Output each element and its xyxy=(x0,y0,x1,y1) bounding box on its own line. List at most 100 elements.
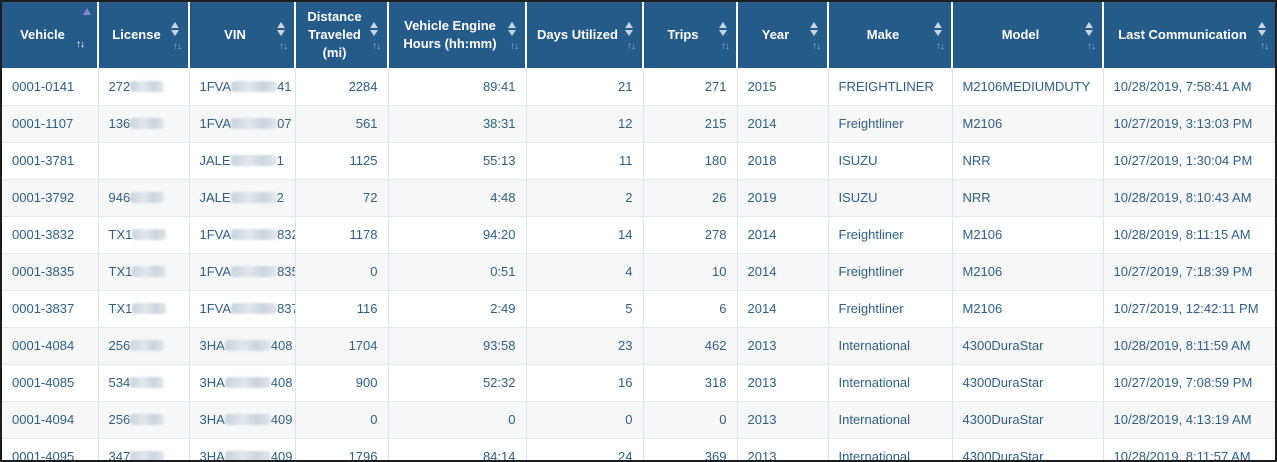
column-header-make[interactable]: Make ↑↓ xyxy=(828,2,953,68)
cell-distance: 2284 xyxy=(295,68,389,106)
vin-visible-prefix: 3HA xyxy=(199,375,225,390)
cell-model: M2106 xyxy=(952,216,1104,254)
cell-year: 2014 xyxy=(737,290,829,328)
license-visible-text: TX1 xyxy=(108,264,133,279)
sort-arrows-icon[interactable] xyxy=(1258,20,1268,38)
table-row[interactable]: 0001-3837 TX1 1FVA 8371162:49562014Freightl… xyxy=(2,290,1275,328)
license-visible-text: 272 xyxy=(108,78,131,94)
column-header-model[interactable]: Model ↑↓ xyxy=(952,2,1104,68)
table-header: Vehicle ↑↓ License ↑↓ VIN ↑↓ Distance Traveled… xyxy=(2,2,1275,68)
cell-vin: JALE 1 xyxy=(189,142,296,180)
cell-license: TX1 xyxy=(98,216,190,254)
redacted-blur xyxy=(130,192,165,203)
sort-toggle-icon[interactable]: ↑↓ xyxy=(76,39,85,50)
sort-arrows-icon[interactable] xyxy=(370,20,380,38)
table-row[interactable]: 0001-4085 534 3HA 408 900 52:32 16 318 2013 Inter… xyxy=(2,364,1275,402)
cell-trips: 278 xyxy=(643,216,738,254)
table-row[interactable]: 0001-3832 TX1 1FVA 832117894:20142782014Fre… xyxy=(2,216,1275,254)
vin-visible-suffix: 41 xyxy=(277,78,292,94)
cell-days-utilized: 11 xyxy=(526,142,644,180)
vin-visible-suffix: 409 xyxy=(270,412,293,427)
sort-arrows-icon[interactable] xyxy=(1085,20,1095,38)
sort-toggle-icon[interactable]: ↑↓ xyxy=(1087,41,1096,52)
table-row[interactable]: 0001-3835 TX1 1FVA 83500:514102014Freightli… xyxy=(2,253,1275,291)
sort-toggle-icon[interactable]: ↑↓ xyxy=(721,41,730,52)
column-header-license[interactable]: License ↑↓ xyxy=(98,2,190,68)
vin-visible-suffix: 837 xyxy=(277,301,294,316)
column-header-last-communication[interactable]: Last Communication ↑↓ xyxy=(1103,2,1275,68)
cell-trips: 180 xyxy=(643,142,738,180)
sort-toggle-icon[interactable]: ↑↓ xyxy=(510,41,519,52)
license-visible-text: 256 xyxy=(108,412,131,427)
table-row[interactable]: 0001-3792 946 JALE 2 72 4:48 2 26 2019 ISUZU NRR 10… xyxy=(2,179,1275,217)
cell-last-communication: 10/27/2019, 7:18:39 PM xyxy=(1103,253,1275,291)
sort-arrows-icon[interactable] xyxy=(277,20,287,38)
license-visible-text: 534 xyxy=(108,375,131,390)
cell-year: 2019 xyxy=(737,179,829,217)
cell-last-communication: 10/28/2019, 7:58:41 AM xyxy=(1103,68,1275,106)
column-header-vehicle[interactable]: Vehicle ↑↓ xyxy=(2,2,99,68)
vin-visible-suffix: 1 xyxy=(276,153,284,168)
cell-last-communication: 10/28/2019, 8:11:57 AM xyxy=(1103,438,1275,460)
column-header-distance[interactable]: Distance Traveled (mi) ↑↓ xyxy=(295,2,389,68)
vin-visible-prefix: 1FVA xyxy=(199,116,232,131)
table-row[interactable]: 0001-4095 347 3HA 409 1796 84:14 24 369 2013 Inte… xyxy=(2,438,1275,462)
column-header-year[interactable]: Year ↑↓ xyxy=(737,2,829,68)
sort-toggle-icon[interactable]: ↑↓ xyxy=(1260,41,1269,52)
sort-toggle-icon[interactable]: ↑↓ xyxy=(372,41,381,52)
redacted-blur xyxy=(132,266,167,277)
cell-vin: 3HA 409 xyxy=(189,401,296,439)
vin-visible-suffix: 408 xyxy=(270,375,293,390)
sort-arrows-icon[interactable] xyxy=(508,20,518,38)
sort-arrows-icon[interactable] xyxy=(625,20,635,38)
cell-make: Freightliner xyxy=(828,290,953,328)
column-header-engine-hours[interactable]: Vehicle Engine Hours (hh:mm) ↑↓ xyxy=(388,2,527,68)
cell-engine-hours: 0:51 xyxy=(388,253,527,291)
sort-toggle-icon[interactable]: ↑↓ xyxy=(936,41,945,52)
sort-arrows-icon[interactable] xyxy=(934,20,944,38)
column-header-trips[interactable]: Trips ↑↓ xyxy=(643,2,738,68)
sort-toggle-icon[interactable]: ↑↓ xyxy=(279,41,288,52)
sort-ascending-icon[interactable] xyxy=(83,8,91,15)
redacted-blur xyxy=(231,118,278,129)
table-row[interactable]: 0001-1107 136 1FVA 07 561 38:31 12 215 2014 Freig… xyxy=(2,105,1275,143)
table-row[interactable]: 0001-4084 256 3HA 408 1704 93:58 23 462 2013 Inte… xyxy=(2,327,1275,365)
redacted-blur xyxy=(130,340,165,351)
redacted-blur xyxy=(231,229,278,240)
cell-vehicle: 0001-4084 xyxy=(2,327,99,365)
cell-engine-hours: 94:20 xyxy=(388,216,527,254)
cell-engine-hours: 89:41 xyxy=(388,68,527,106)
cell-engine-hours: 4:48 xyxy=(388,179,527,217)
sort-arrows-icon[interactable] xyxy=(171,20,181,38)
column-header-vin[interactable]: VIN ↑↓ xyxy=(189,2,296,68)
cell-vin: 1FVA 835 xyxy=(189,253,296,291)
column-header-days-utilized[interactable]: Days Utilized ↑↓ xyxy=(526,2,644,68)
sort-arrows-icon[interactable] xyxy=(810,20,820,38)
cell-trips: 271 xyxy=(643,68,738,106)
cell-vin: 1FVA 832 xyxy=(189,216,296,254)
cell-make: Freightliner xyxy=(828,105,953,143)
table-row[interactable]: 0001-3781 JALE 1 1125 55:13 11 180 2018 ISUZU NRR… xyxy=(2,142,1275,180)
cell-make: International xyxy=(828,401,953,439)
cell-engine-hours: 0 xyxy=(388,401,527,439)
column-header-label: License xyxy=(112,27,161,42)
redacted-blur xyxy=(231,303,278,314)
cell-vin: 1FVA 41 xyxy=(189,68,296,106)
vin-visible-suffix: 408 xyxy=(270,338,293,353)
cell-year: 2013 xyxy=(737,438,829,460)
cell-last-communication: 10/27/2019, 7:08:59 PM xyxy=(1103,364,1275,402)
cell-year: 2014 xyxy=(737,253,829,291)
sort-toggle-icon[interactable]: ↑↓ xyxy=(627,41,636,52)
cell-vin: JALE 2 xyxy=(189,179,296,217)
cell-last-communication: 10/27/2019, 12:42:11 PM xyxy=(1103,290,1275,328)
cell-year: 2015 xyxy=(737,68,829,106)
cell-make: Freightliner xyxy=(828,253,953,291)
sort-toggle-icon[interactable]: ↑↓ xyxy=(173,41,182,52)
cell-days-utilized: 12 xyxy=(526,105,644,143)
sort-arrows-icon[interactable] xyxy=(719,20,729,38)
cell-trips: 215 xyxy=(643,105,738,143)
table-row[interactable]: 0001-0141 272 1FVA 41 2284 89:41 21 271 2015 FREI… xyxy=(2,68,1275,106)
table-row[interactable]: 0001-4094 256 3HA 409 0 0 0 0 2013 International 4… xyxy=(2,401,1275,439)
vin-visible-prefix: 3HA xyxy=(199,449,225,462)
sort-toggle-icon[interactable]: ↑↓ xyxy=(812,41,821,52)
